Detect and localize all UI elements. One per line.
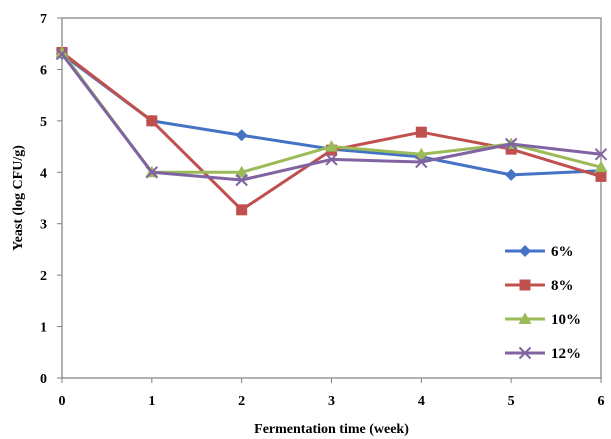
x-tick-label: 3 bbox=[328, 394, 335, 409]
data-point bbox=[594, 148, 608, 161]
data-point bbox=[325, 153, 338, 166]
data-point bbox=[55, 45, 69, 58]
data-point bbox=[505, 168, 518, 181]
legend-marker bbox=[519, 245, 531, 257]
x-tick-label: 6 bbox=[598, 394, 605, 409]
data-point bbox=[235, 173, 248, 187]
y-tick-label: 2 bbox=[40, 269, 47, 284]
y-axis: 0 1 2 3 4 5 6 7 bbox=[40, 12, 62, 387]
series-layer bbox=[55, 45, 608, 216]
data-point bbox=[55, 47, 69, 61]
data-point bbox=[145, 166, 159, 179]
data-point bbox=[594, 160, 608, 173]
x-axis-title: Fermentation time (week) bbox=[254, 422, 409, 437]
legend-label: 8% bbox=[551, 278, 574, 294]
x-tick-label: 2 bbox=[238, 394, 245, 409]
series-1 bbox=[56, 46, 607, 216]
x-tick-label: 4 bbox=[418, 394, 425, 409]
data-point bbox=[415, 126, 427, 138]
x-tick-label: 5 bbox=[508, 394, 515, 409]
legend-marker bbox=[518, 346, 532, 360]
legend: 6% 8% 10% 12% bbox=[505, 244, 581, 362]
y-tick-label: 7 bbox=[40, 12, 47, 27]
legend-item: 6% bbox=[505, 244, 574, 260]
series-3 bbox=[55, 47, 608, 187]
x-axis: 0 1 2 3 4 5 6 bbox=[59, 378, 605, 409]
x-tick-label: 0 bbox=[59, 394, 66, 409]
data-point bbox=[415, 155, 428, 169]
legend-marker bbox=[518, 312, 532, 324]
data-point bbox=[235, 129, 248, 142]
legend-item: 10% bbox=[505, 312, 581, 328]
legend-label: 6% bbox=[551, 244, 574, 260]
data-point bbox=[504, 137, 518, 151]
data-point bbox=[505, 143, 517, 155]
legend-item: 8% bbox=[505, 278, 574, 294]
y-tick-label: 4 bbox=[40, 166, 47, 181]
series-line bbox=[60, 53, 602, 182]
data-point bbox=[236, 204, 248, 216]
x-tick-label: 1 bbox=[148, 394, 155, 409]
y-tick-label: 6 bbox=[40, 63, 47, 78]
y-tick-label: 1 bbox=[40, 321, 47, 336]
data-point bbox=[325, 140, 338, 152]
y-tick-label: 0 bbox=[40, 372, 47, 387]
data-point bbox=[595, 170, 607, 182]
data-point bbox=[146, 115, 158, 127]
legend-label: 12% bbox=[551, 346, 581, 362]
data-point bbox=[235, 165, 249, 178]
legend-marker bbox=[519, 279, 531, 291]
y-tick-label: 3 bbox=[40, 218, 47, 233]
legend-label: 10% bbox=[551, 312, 581, 328]
y-axis-title: Yeast (log CFU/g) bbox=[11, 145, 26, 251]
y-tick-label: 5 bbox=[40, 115, 47, 130]
series-line bbox=[61, 51, 602, 212]
data-point bbox=[414, 147, 428, 160]
legend-item: 12% bbox=[505, 346, 581, 362]
